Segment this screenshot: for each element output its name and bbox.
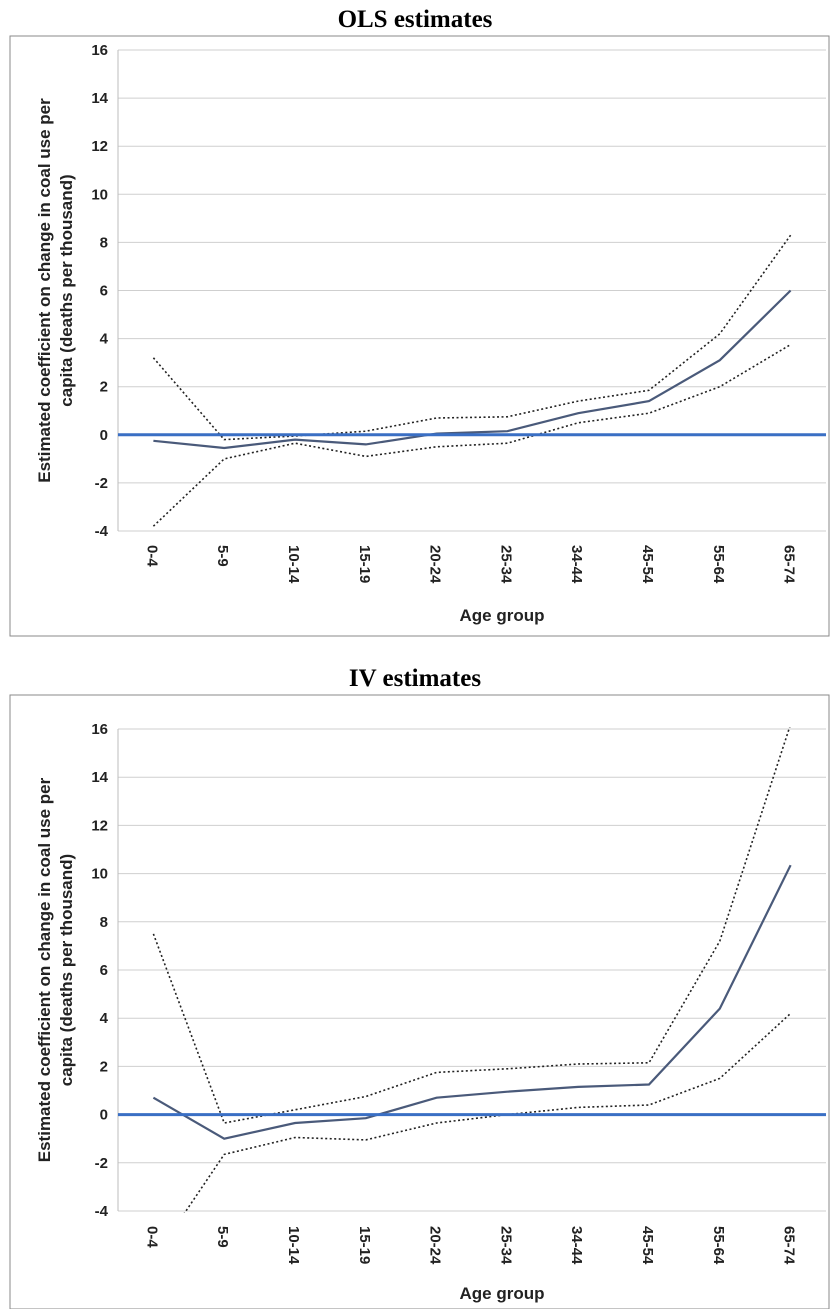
iv-y-tick-label: 6 bbox=[100, 962, 108, 979]
ols-y-tick-label: 6 bbox=[100, 283, 108, 300]
iv-y-tick-label: 12 bbox=[91, 817, 108, 834]
ols-y-tick-label: -4 bbox=[95, 523, 109, 540]
iv-y-tick-label: -4 bbox=[95, 1203, 109, 1220]
iv-x-tick-label: 34-44 bbox=[568, 1226, 585, 1265]
ols-y-tick-label: 10 bbox=[91, 186, 108, 203]
ols-chart: OLS estimates -4 -2 0 2 4 6 8 10 12 14 16 0-4 5-9 10-1… bbox=[9, 6, 830, 637]
ols-x-tick-label: 65-74 bbox=[781, 545, 798, 584]
iv-y-tick-label: 16 bbox=[91, 721, 108, 738]
ols-x-tick-label: 0-4 bbox=[143, 545, 160, 567]
iv-x-tick-label: 45-54 bbox=[639, 1226, 656, 1265]
iv-x-tick-label: 65-74 bbox=[781, 1226, 798, 1265]
ols-y-tick-label: 4 bbox=[100, 331, 109, 348]
iv-chart: IV estimates -4 -2 0 2 4 6 8 10 12 14 16 0-4 5-9 10-14… bbox=[9, 665, 830, 1310]
iv-x-tick-label: 15-19 bbox=[356, 1226, 373, 1264]
iv-y-tick-label: 0 bbox=[100, 1107, 108, 1124]
ols-y-tick-label: 2 bbox=[100, 379, 108, 396]
iv-x-tick-label: 55-64 bbox=[710, 1226, 727, 1265]
ols-x-tick-label: 55-64 bbox=[710, 545, 727, 584]
ols-y-tick-label: 12 bbox=[91, 138, 108, 155]
ols-x-tick-label: 5-9 bbox=[214, 545, 231, 567]
ols-series-upper-ci bbox=[152, 234, 792, 441]
ols-y-tick-label: 14 bbox=[91, 90, 108, 107]
iv-y-tick-label: 14 bbox=[91, 769, 108, 786]
ols-y-tick-label: 8 bbox=[100, 234, 108, 251]
ols-chart-panel: OLS estimates -4 -2 0 2 4 6 8 10 12 14 16 0-4 5-9 10-1… bbox=[0, 0, 830, 640]
iv-y-tick-label: -2 bbox=[95, 1155, 108, 1172]
iv-x-tick-label: 0-4 bbox=[143, 1226, 160, 1248]
ols-x-tick-label: 20-24 bbox=[427, 545, 444, 584]
iv-y-tick-label: 2 bbox=[100, 1058, 108, 1075]
ols-chart-frame bbox=[9, 35, 830, 637]
iv-y-tick-label: 8 bbox=[100, 914, 108, 931]
ols-x-tick-label: 25-34 bbox=[497, 545, 514, 584]
iv-series-estimate bbox=[152, 864, 792, 1140]
ols-series-lower-ci bbox=[152, 343, 792, 527]
ols-y-tick-label: 0 bbox=[100, 427, 108, 444]
ols-y-axis-label-line1: Estimated coefficient on change in coal … bbox=[35, 98, 54, 483]
ols-series-estimate bbox=[153, 289, 792, 450]
iv-x-tick-label: 25-34 bbox=[497, 1226, 514, 1265]
ols-y-axis-label-line2: capita (deaths per thousand) bbox=[57, 174, 76, 406]
iv-chart-frame bbox=[9, 694, 830, 1310]
iv-x-tick-label: 10-14 bbox=[285, 1226, 302, 1265]
ols-x-axis-label: Age group bbox=[460, 606, 545, 625]
iv-y-tick-label: 4 bbox=[100, 1010, 109, 1027]
ols-x-tick-label: 45-54 bbox=[639, 545, 656, 584]
iv-y-axis-label-line2: capita (deaths per thousand) bbox=[57, 854, 76, 1086]
iv-x-axis-label: Age group bbox=[460, 1284, 545, 1303]
iv-y-axis-label-line1: Estimated coefficient on change in coal … bbox=[35, 777, 54, 1162]
iv-y-tick-label: 10 bbox=[91, 866, 108, 883]
iv-chart-panel: IV estimates -4 -2 0 2 4 6 8 10 12 14 16 0-4 5-9 10-14… bbox=[0, 660, 830, 1310]
ols-x-tick-label: 34-44 bbox=[568, 545, 585, 584]
ols-chart-title: OLS estimates bbox=[338, 6, 493, 33]
ols-x-tick-label: 10-14 bbox=[285, 545, 302, 584]
iv-chart-title: IV estimates bbox=[349, 665, 481, 692]
iv-x-tick-label: 5-9 bbox=[214, 1226, 231, 1248]
iv-series-upper-ci bbox=[152, 727, 791, 1124]
ols-x-tick-label: 15-19 bbox=[356, 545, 373, 583]
iv-series-lower-ci bbox=[183, 1012, 792, 1213]
iv-x-tick-label: 20-24 bbox=[427, 1226, 444, 1265]
ols-y-tick-label: -2 bbox=[95, 475, 108, 492]
ols-y-tick-label: 16 bbox=[91, 42, 108, 59]
